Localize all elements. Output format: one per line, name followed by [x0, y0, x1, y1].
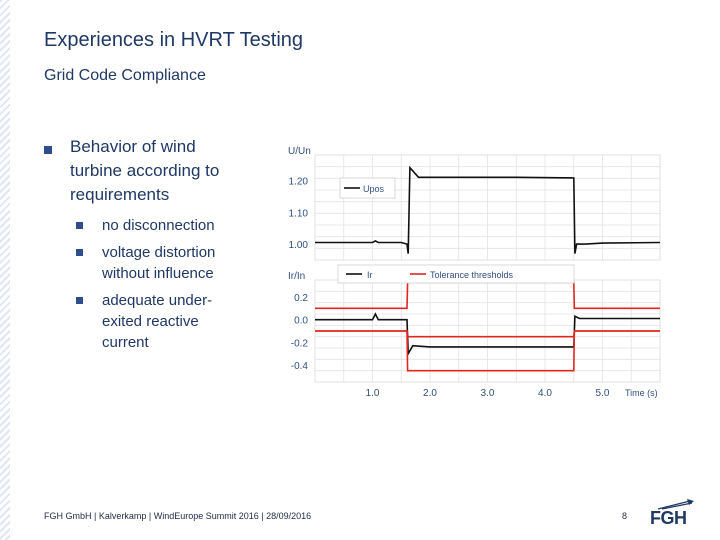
legend-box [339, 177, 396, 199]
bullet-square-icon [76, 297, 83, 304]
fgh-logo: FGH [650, 498, 702, 528]
x-axis-label: Time (s) [625, 388, 658, 398]
bullet-square-icon [76, 249, 83, 256]
y-tick-label: 1.00 [289, 240, 309, 251]
series-line [315, 330, 660, 372]
bullet-square-icon [44, 146, 52, 154]
y-tick-label: 1.10 [289, 208, 309, 219]
legend-label: Ir [367, 270, 373, 280]
sub-bullet-text: voltage distortion without influence [102, 244, 216, 282]
main-bullet-text: Behavior of wind turbine according to re… [70, 137, 220, 204]
bullet-square-icon [76, 222, 83, 229]
sub-bullet-text: no disconnection [102, 217, 215, 234]
x-tick-label: 4.0 [538, 388, 552, 399]
footer-text: FGH GmbH | Kalverkamp | WindEurope Summi… [44, 511, 312, 521]
x-tick-label: 1.0 [366, 388, 380, 399]
legend-box [337, 264, 575, 284]
y-tick-label: 1.20 [289, 176, 309, 187]
series-line [315, 165, 661, 254]
sub-bullet-text: adequate under-exited reactive current [102, 292, 213, 351]
hvrt-chart: U/Un 1.20 1.10 1.00 Ir/In 0.2 0.0 -0.2 -0.4 Upos I… [288, 146, 661, 399]
legend-label: Tolerance thresholds [430, 270, 514, 280]
y-axis-label: Ir/In [288, 271, 305, 282]
page-number: 8 [622, 511, 628, 521]
y-tick-label: -0.2 [291, 338, 309, 349]
y-tick-label: 0.0 [294, 316, 308, 327]
x-tick-label: 5.0 [596, 388, 610, 399]
logo-text: FGH [650, 508, 687, 528]
x-tick-label: 2.0 [423, 388, 437, 399]
y-axis-label: U/Un [288, 146, 311, 157]
slide-subtitle: Grid Code Compliance [44, 67, 206, 84]
logo-swoosh-icon [657, 499, 694, 510]
decorative-stripe [0, 0, 10, 540]
series-line [315, 312, 660, 357]
legend-label: Upos [363, 184, 385, 194]
y-tick-label: -0.4 [291, 361, 309, 372]
slide-title: Experiences in HVRT Testing [44, 29, 304, 51]
y-tick-label: 0.2 [294, 293, 308, 304]
x-tick-label: 3.0 [481, 388, 495, 399]
